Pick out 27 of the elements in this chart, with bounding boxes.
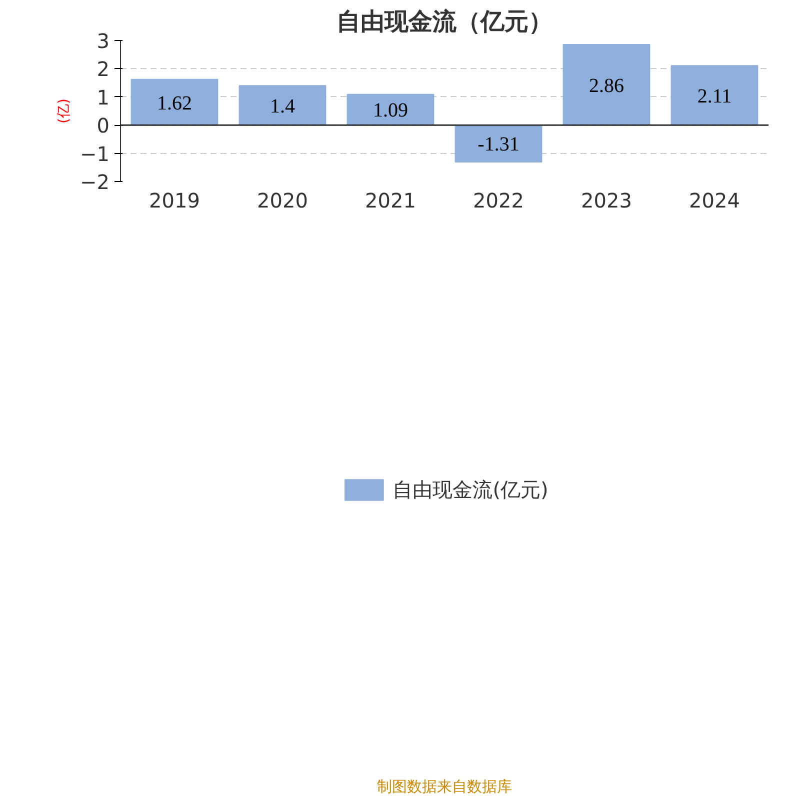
bar (670, 65, 758, 126)
chart-title: 自由现金流（亿元） (336, 8, 552, 36)
data-label: 1.62 (157, 92, 192, 114)
bar (130, 78, 218, 126)
x-tick-label: 2023 (581, 188, 632, 212)
x-tick-label: 2019 (149, 188, 200, 212)
legend-label: 自由现金流(亿元) (392, 476, 548, 504)
y-tick-label: −2 (80, 170, 110, 194)
y-tick-label: 1 (96, 85, 110, 110)
data-label: 2.86 (589, 74, 624, 97)
data-label: 1.4 (270, 95, 295, 118)
bar (238, 85, 326, 126)
y-tick-label: −1 (80, 142, 110, 166)
y-tick-label: 0 (96, 114, 110, 138)
bar (454, 124, 542, 163)
x-tick-label: 2021 (365, 188, 416, 212)
data-label: -1.31 (478, 134, 520, 156)
x-tick-label: 2020 (257, 188, 308, 212)
x-tick-label: 2024 (689, 188, 740, 212)
x-tick-label: 2022 (473, 188, 524, 212)
y-axis-title: (亿) (56, 98, 72, 124)
text: 制图数据来自数据库 (377, 778, 512, 796)
y-tick-label: 3 (96, 29, 110, 53)
bar (562, 44, 650, 126)
data-label: 1.09 (373, 100, 408, 122)
data-label: 2.11 (697, 85, 732, 108)
y-tick-label: 2 (96, 57, 110, 82)
